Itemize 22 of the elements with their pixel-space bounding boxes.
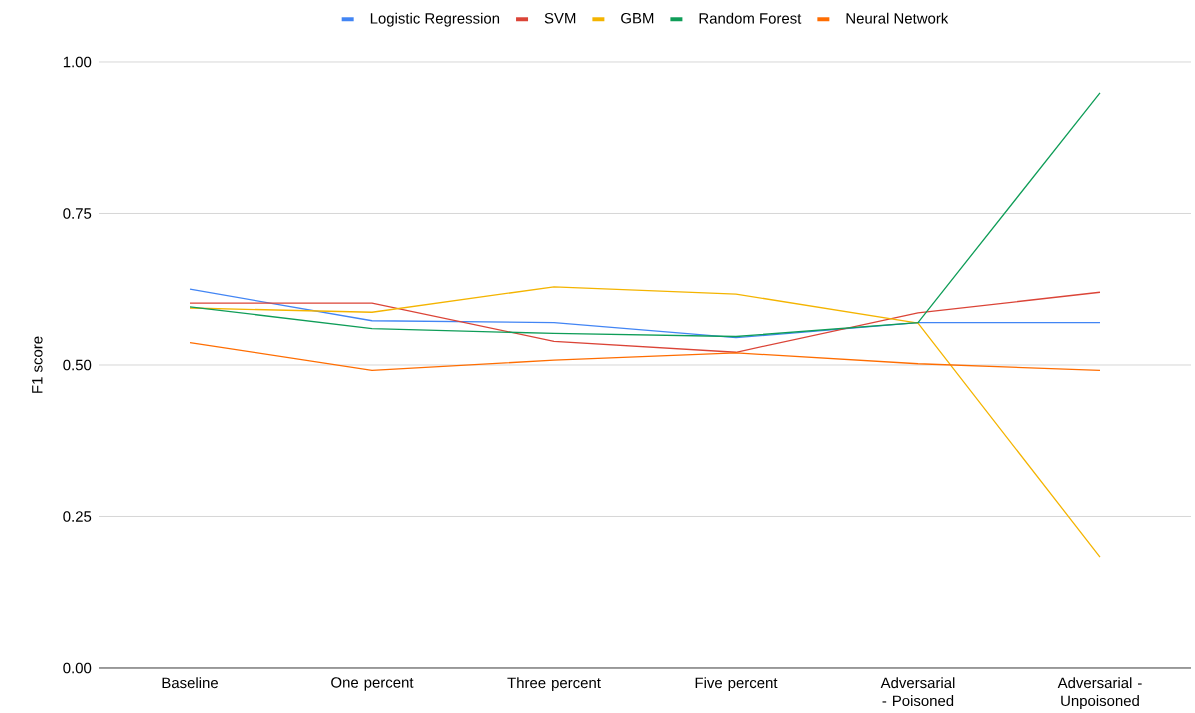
x-tick-label: Baseline xyxy=(162,677,218,689)
x-tick-label: Adversarial - Unpoisoned xyxy=(1057,677,1142,710)
y-tick-label: 0.00 xyxy=(63,662,92,674)
y-tick-label: 1.00 xyxy=(63,56,92,68)
y-axis-title: F1 score xyxy=(32,336,43,393)
legend-label: SVM xyxy=(544,12,576,24)
line-series xyxy=(189,341,1101,372)
y-tick-label: 0.75 xyxy=(63,208,92,219)
x-tick-label: Five percent xyxy=(695,677,778,692)
line-series xyxy=(189,291,1101,353)
legend-label: Random Forest xyxy=(699,12,802,24)
legend-label: Neural Network xyxy=(846,12,949,24)
line-series xyxy=(189,288,1101,339)
x-tick-label: Adversarial - Poisoned xyxy=(880,677,955,707)
line-series xyxy=(189,92,1101,338)
legend-label: Logistic Regression xyxy=(370,12,500,27)
line-series xyxy=(189,286,1101,558)
y-tick-label: 0.25 xyxy=(63,511,92,522)
x-tick-label: One percent xyxy=(331,677,414,691)
legend-label: GBM xyxy=(621,12,654,24)
x-tick-label: Three percent xyxy=(507,677,601,692)
y-tick-label: 0.50 xyxy=(63,359,92,371)
